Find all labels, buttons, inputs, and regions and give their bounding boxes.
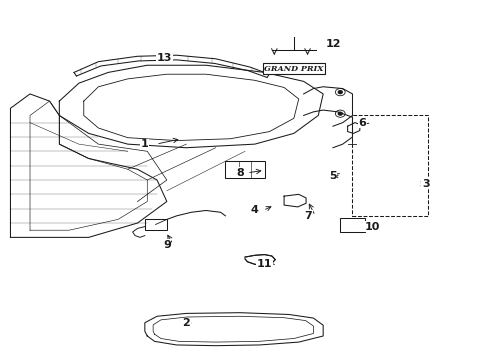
- Text: 10: 10: [365, 222, 380, 231]
- Circle shape: [338, 91, 342, 94]
- Text: 1: 1: [141, 139, 148, 149]
- Text: 11: 11: [257, 259, 272, 269]
- Text: 7: 7: [305, 211, 313, 221]
- Bar: [352, 116, 428, 216]
- Bar: [225, 161, 265, 178]
- Text: 12: 12: [325, 39, 341, 49]
- Text: 3: 3: [422, 179, 430, 189]
- Text: 5: 5: [329, 171, 337, 181]
- Text: 8: 8: [236, 168, 244, 178]
- Text: 13: 13: [157, 53, 172, 63]
- Text: 6: 6: [358, 118, 366, 128]
- Text: 9: 9: [163, 239, 171, 249]
- Bar: [340, 219, 365, 232]
- Bar: [145, 219, 167, 230]
- Text: 4: 4: [251, 206, 259, 216]
- Polygon shape: [245, 255, 275, 265]
- Text: 2: 2: [182, 319, 190, 328]
- Text: GRAND PRIX: GRAND PRIX: [264, 65, 323, 73]
- Circle shape: [338, 112, 342, 115]
